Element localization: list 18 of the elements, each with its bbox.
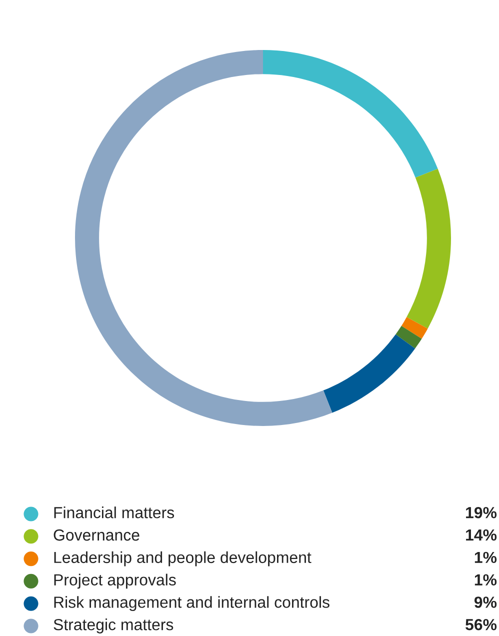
donut-slice xyxy=(75,50,332,426)
donut-slice xyxy=(401,316,428,339)
data-label: 14% xyxy=(466,529,497,541)
donut-slice xyxy=(396,326,422,349)
legend-label: Project approvals xyxy=(54,574,176,589)
legend-label: Financial matters xyxy=(54,506,174,518)
data-label: 1% xyxy=(474,574,497,586)
donut-slice xyxy=(263,50,438,178)
donut-slice xyxy=(323,334,416,413)
legend-label: Risk management and internal controls xyxy=(54,596,330,612)
legend-label: Leadership and people development xyxy=(54,551,312,566)
legend-label: Governance xyxy=(54,529,140,541)
donut-slice xyxy=(406,168,451,329)
data-label: 1% xyxy=(474,552,497,564)
legend-label: Strategic matters xyxy=(54,618,174,634)
data-label: 9% xyxy=(474,596,497,608)
data-label: 19% xyxy=(466,506,497,518)
data-label: 56% xyxy=(466,618,497,630)
